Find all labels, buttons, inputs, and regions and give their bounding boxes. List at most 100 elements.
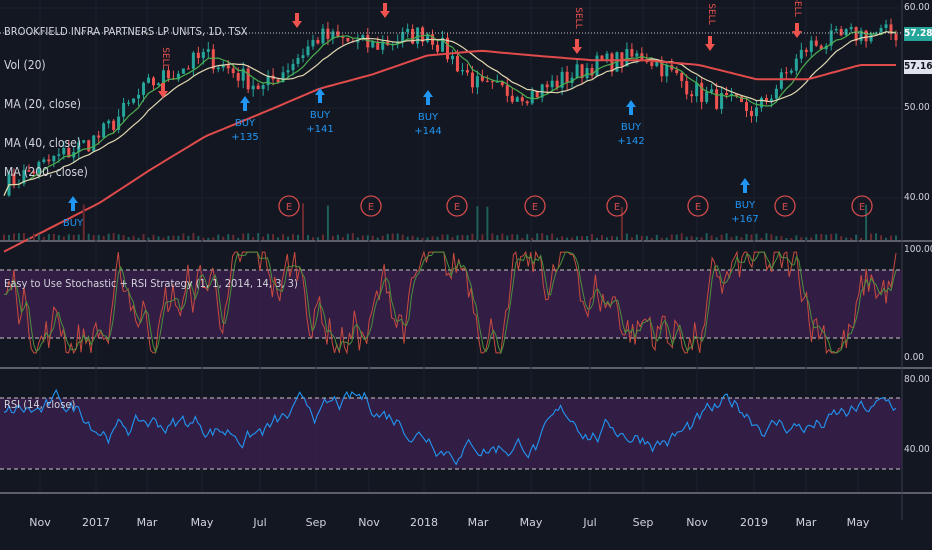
volume-bar xyxy=(252,237,255,240)
volume-bar xyxy=(27,237,30,240)
candle-body xyxy=(735,93,739,97)
candle-body xyxy=(715,89,719,109)
volume-bar xyxy=(177,235,180,240)
candle-body xyxy=(57,154,61,156)
candle-body xyxy=(530,90,534,104)
volume-bar xyxy=(805,237,808,240)
indicator-ma200[interactable]: MA (200, close) xyxy=(4,165,88,179)
time-axis-label: May xyxy=(847,516,870,529)
candle-body xyxy=(47,159,51,162)
candle-body xyxy=(216,67,220,70)
volume-bar xyxy=(476,206,479,240)
candle-body xyxy=(166,70,170,79)
candle-body xyxy=(460,70,464,72)
volume-bar xyxy=(92,235,95,240)
candle-body xyxy=(505,85,509,96)
ma40-line xyxy=(3,31,897,196)
stoch-tick-0: 0.00 xyxy=(904,352,925,363)
volume-bar xyxy=(52,233,55,240)
volume-bar xyxy=(576,236,579,240)
stoch-pane-label[interactable]: Easy to Use Stochastic + RSI Strategy (1… xyxy=(4,277,298,290)
volume-bar xyxy=(162,237,165,240)
volume-bar xyxy=(715,237,718,240)
earnings-marker-label: E xyxy=(532,202,538,213)
indicator-ma20[interactable]: MA (20, close) xyxy=(4,97,81,111)
candle-body xyxy=(565,71,569,83)
candle-body xyxy=(804,49,808,52)
earnings-marker-label: E xyxy=(454,202,460,213)
candle-body xyxy=(759,97,763,108)
volume-bar xyxy=(625,233,628,240)
buy-arrow-icon xyxy=(315,88,325,103)
rsi-band xyxy=(0,398,902,469)
volume-bar xyxy=(371,235,374,240)
candle-body xyxy=(465,70,469,73)
candle-body xyxy=(331,31,335,39)
time-axis-label: Nov xyxy=(358,516,380,529)
volume-bar xyxy=(287,236,290,240)
candle-body xyxy=(625,49,629,67)
candle-body xyxy=(191,52,195,69)
buy-profit-label: +167 xyxy=(731,214,758,225)
candle-body xyxy=(749,110,753,117)
candle-body xyxy=(137,94,141,99)
candle-body xyxy=(774,88,778,99)
candle-body xyxy=(560,71,564,88)
candle-body xyxy=(321,28,325,44)
candle-body xyxy=(181,68,185,74)
candle-body xyxy=(590,67,594,76)
candle-body xyxy=(705,91,709,102)
volume-bar xyxy=(147,237,150,240)
candle-body xyxy=(82,140,86,143)
candle-body xyxy=(361,35,365,40)
candle-body xyxy=(22,170,26,184)
volume-bar xyxy=(501,233,504,240)
volume-bar xyxy=(516,234,519,240)
sell-label: SELL xyxy=(160,47,170,68)
candle-body xyxy=(381,41,385,50)
candle-body xyxy=(695,82,699,97)
time-axis-label: Jul xyxy=(252,516,266,529)
volume-bar xyxy=(596,237,599,240)
candle-body xyxy=(535,90,539,98)
volume-bar xyxy=(127,237,130,240)
volume-bar xyxy=(12,233,15,240)
volume-bar xyxy=(481,234,484,240)
volume-bar xyxy=(137,237,140,240)
rsi-pane-label[interactable]: RSI (14, close) xyxy=(4,398,76,411)
candle-body xyxy=(844,29,848,36)
candle-body xyxy=(186,68,190,70)
candle-body xyxy=(660,62,664,77)
volume-bar xyxy=(895,235,897,240)
candle-body xyxy=(151,77,155,86)
candle-body xyxy=(525,101,529,104)
volume-bar xyxy=(426,237,429,240)
candle-body xyxy=(206,49,210,52)
buy-profit-label: +142 xyxy=(617,136,644,147)
time-axis-label: Sep xyxy=(633,516,654,529)
volume-bar xyxy=(810,237,813,240)
candle-body xyxy=(585,67,589,79)
candle-body xyxy=(246,68,250,90)
volume-bar xyxy=(561,236,564,240)
volume-bar xyxy=(87,233,90,240)
volume-bar xyxy=(730,237,733,240)
earnings-marker-label: E xyxy=(695,202,701,213)
candle-body xyxy=(142,82,146,95)
volume-bar xyxy=(645,236,648,240)
candle-body xyxy=(117,116,121,130)
indicator-ma40[interactable]: MA (40, close) xyxy=(4,136,81,150)
indicator-vol[interactable]: Vol (20) xyxy=(4,58,46,72)
candle-body xyxy=(311,40,315,47)
candle-body xyxy=(869,33,873,42)
volume-bar xyxy=(197,235,200,240)
candle-body xyxy=(595,55,599,76)
volume-bar xyxy=(311,237,314,240)
candle-body xyxy=(849,27,853,30)
volume-bar xyxy=(237,237,240,240)
volume-bar xyxy=(157,236,160,240)
volume-bar xyxy=(42,236,45,240)
volume-bar xyxy=(670,234,673,240)
time-axis-label: Jul xyxy=(582,516,596,529)
